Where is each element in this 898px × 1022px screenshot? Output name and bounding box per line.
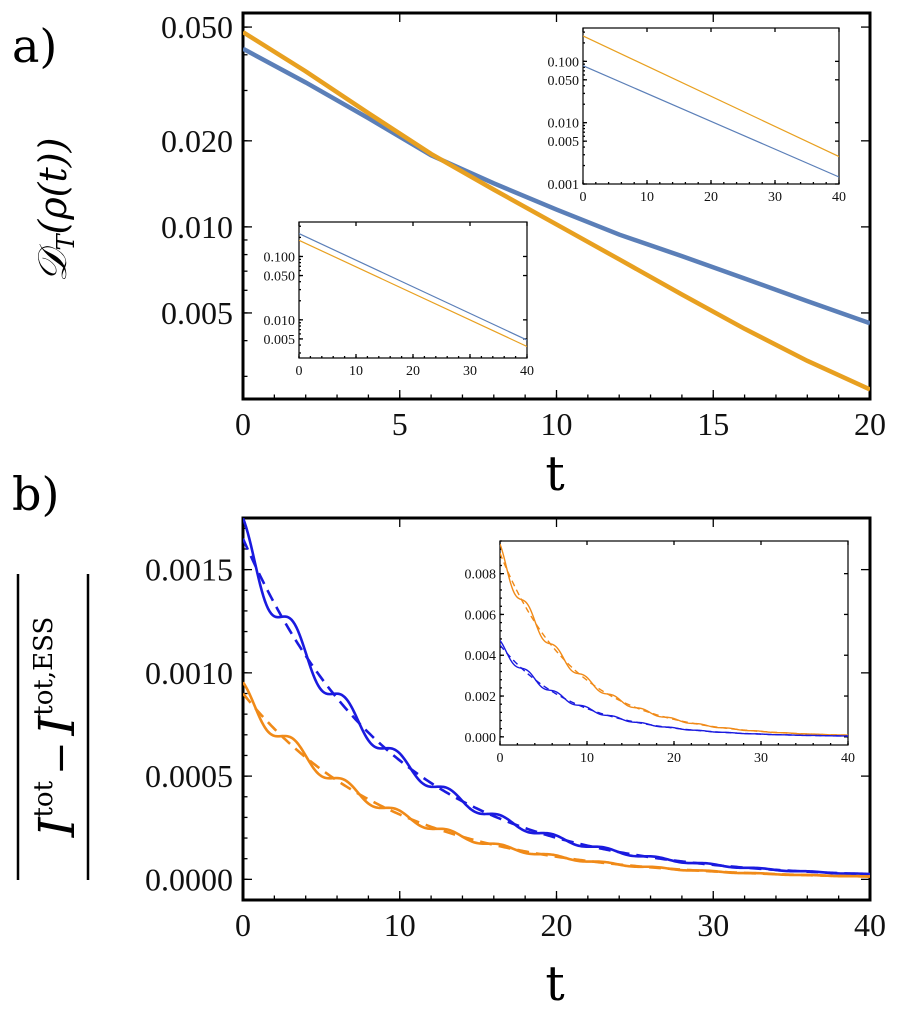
a_inset_bottom-series-orange xyxy=(299,239,527,348)
a_main-series-orange xyxy=(243,30,870,392)
b-xlabel: t xyxy=(545,956,564,1012)
b_main-ytick-label: 0.0000 xyxy=(145,861,233,897)
b-ylabel: Itot − Itot,ESS xyxy=(16,574,90,880)
b_main-xtick-label: 40 xyxy=(854,907,886,943)
a_inset_top-series-orange xyxy=(583,35,839,158)
a_inset_top-xtick-label: 30 xyxy=(768,190,782,205)
a_inset_top-xtick-label: 20 xyxy=(704,190,718,205)
a_inset_top-ytick-label: 0.001 xyxy=(548,178,580,193)
a_inset_bottom-ytick-label: 0.100 xyxy=(264,250,296,265)
a_main-ytick-label: 0.020 xyxy=(161,123,233,159)
a_inset_top-xtick-label: 40 xyxy=(832,190,846,205)
a_inset_bottom-ytick-label: 0.010 xyxy=(264,314,296,329)
a_inset_bottom-series-blue xyxy=(299,233,527,341)
a_inset_bottom-xtick-label: 10 xyxy=(349,364,363,379)
a_inset_top-ytick-label: 0.010 xyxy=(548,117,580,132)
a_inset_top-series-blue xyxy=(583,65,839,178)
panel-b-label: b) xyxy=(12,467,59,521)
a_main-xtick-label: 0 xyxy=(235,406,251,442)
a_inset_bottom-xtick-label: 20 xyxy=(406,364,420,379)
a_inset_bottom-plot-frame xyxy=(298,221,528,359)
b_inset-series-orange-fit xyxy=(500,552,848,736)
a_inset_bottom-xtick-label: 0 xyxy=(296,364,303,379)
a_main-ytick-label: 0.010 xyxy=(161,209,233,245)
chart-a-inset-top: 0 10 20 30 40 0.001 0.005 0.010 0.050 0.100 xyxy=(548,27,846,205)
b_inset-xtick-label: 40 xyxy=(841,751,855,766)
a_inset_bottom-ytick-label: 0.050 xyxy=(264,270,296,285)
a_inset_top-xtick-label: 0 xyxy=(580,190,587,205)
chart-a-inset-bottom: 0 10 20 30 40 0.005 0.010 0.050 0.100 xyxy=(264,221,534,379)
b-ylabel-minus: − xyxy=(38,741,84,775)
b_main-series-blue xyxy=(243,518,870,876)
b_main-xtick-label: 10 xyxy=(384,907,416,943)
b_inset-ytick-label: 0.002 xyxy=(465,690,497,705)
a_inset_top-ytick-label: 0.005 xyxy=(548,135,580,150)
a_main-xtick-label: 20 xyxy=(854,406,886,442)
a_main-ytick-label: 0.005 xyxy=(161,295,233,331)
b_main-xtick-label: 0 xyxy=(235,907,251,943)
a_inset_bottom-ytick-label: 0.005 xyxy=(264,333,296,348)
b_inset-ytick-label: 0.004 xyxy=(465,649,497,664)
b_inset-ytick-label: 0.000 xyxy=(465,731,497,746)
b_inset-xtick-label: 30 xyxy=(754,751,768,766)
chart-a-main: 0 5 10 15 20 0.005 0.010 0.020 0.050 xyxy=(161,9,886,442)
b_main-ytick-label: 0.0010 xyxy=(145,655,233,691)
a_main-xtick-label: 10 xyxy=(541,406,573,442)
a_main-ytick-label: 0.050 xyxy=(161,9,233,45)
a_inset_top-ytick-label: 0.100 xyxy=(548,55,580,70)
chart-b-inset: 0 10 20 30 40 0.000 0.002 0.004 0.006 0.008 xyxy=(465,540,855,766)
a_inset_top-ytick-label: 0.050 xyxy=(548,74,580,89)
b-ylabel-sup1: tot xyxy=(29,780,59,817)
a_inset_top-xtick-label: 10 xyxy=(640,190,654,205)
a-ylabel: 𝒟T(ρ(t)) xyxy=(30,138,80,283)
b_inset-series-blue-fit xyxy=(500,644,848,737)
b_main-ytick-label: 0.0015 xyxy=(145,552,233,588)
b_inset-ytick-label: 0.006 xyxy=(465,608,497,623)
b_inset-series-orange xyxy=(500,543,848,736)
a-ylabel-subscript: T xyxy=(52,233,80,251)
a_inset_bottom-xtick-label: 40 xyxy=(520,364,534,379)
svg-text:Itot−Itot,ESS: Itot − Itot,ESS xyxy=(28,617,86,839)
b_inset-plot-frame xyxy=(499,540,849,746)
a-ylabel-argument: (ρ(t)) xyxy=(31,138,75,235)
b_main-xtick-label: 30 xyxy=(697,907,729,943)
b_main-xtick-label: 20 xyxy=(541,907,573,943)
b-ylabel-sup2: tot,ESS xyxy=(29,617,59,716)
a_inset_bottom-xtick-label: 30 xyxy=(463,364,477,379)
b-ylabel-base: I xyxy=(28,816,86,838)
a_main-series-blue xyxy=(243,46,870,326)
b_main-ytick-label: 0.0005 xyxy=(145,758,233,794)
b_inset-xtick-label: 20 xyxy=(667,751,681,766)
b_inset-ytick-label: 0.008 xyxy=(465,568,497,583)
b_main-series-blue-fit xyxy=(243,538,870,876)
b_inset-xtick-label: 10 xyxy=(580,751,594,766)
panel-a-label: a) xyxy=(12,19,57,73)
a_main-xtick-label: 5 xyxy=(392,406,408,442)
b_main-series-orange-fit xyxy=(243,692,870,878)
a-xlabel: t xyxy=(545,446,564,502)
b_inset-xtick-label: 0 xyxy=(497,751,504,766)
a_main-xtick-label: 15 xyxy=(697,406,729,442)
b-ylabel-base-2: I xyxy=(28,714,86,736)
